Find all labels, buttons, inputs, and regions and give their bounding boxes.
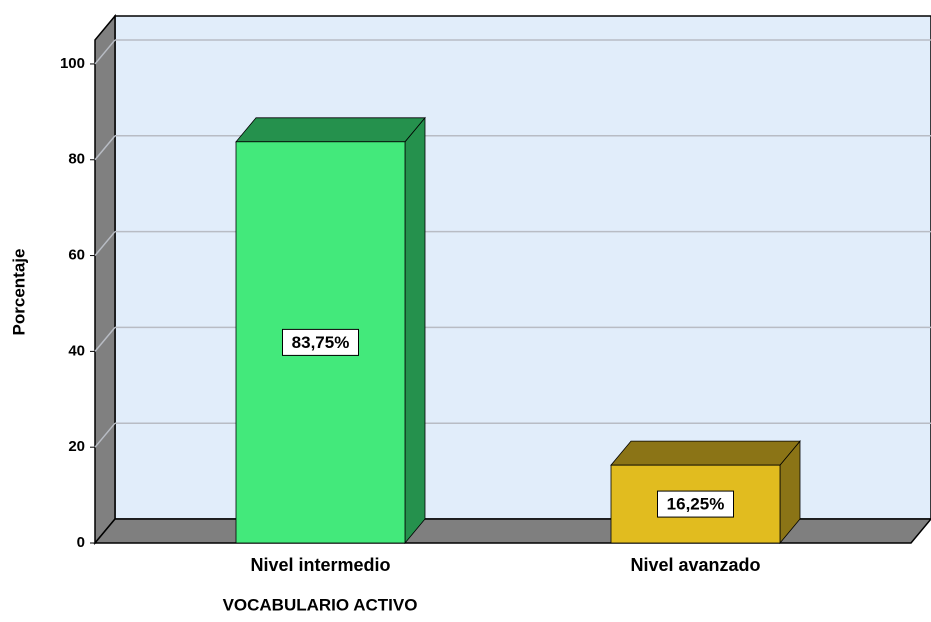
value-label: 83,75%	[292, 333, 350, 352]
value-label-box	[282, 328, 359, 356]
grid-line	[94, 422, 116, 448]
value-label: 16,25%	[667, 495, 725, 514]
y-tick-label: 40	[68, 342, 85, 359]
x-axis-label: VOCABULARIO ACTIVO	[223, 595, 418, 614]
x-tick-label: Nivel intermedio	[250, 555, 390, 575]
floor	[93, 518, 931, 544]
left-wall	[94, 13, 116, 546]
x-tick-label: Nivel avanzado	[630, 555, 760, 575]
y-axis-label: Porcentaje	[9, 249, 28, 336]
bar-side	[404, 116, 426, 545]
y-tick-label: 0	[77, 534, 85, 551]
bar-top	[235, 117, 426, 143]
grid-line	[94, 39, 116, 65]
y-tick-label: 100	[60, 55, 85, 72]
value-label-box	[657, 490, 734, 518]
y-tick-label: 20	[68, 438, 85, 455]
y-tick-label: 60	[68, 247, 85, 264]
grid-line	[94, 326, 116, 352]
y-tick-label: 80	[68, 151, 85, 168]
grid-line	[94, 135, 116, 161]
grid-line	[94, 231, 116, 257]
bar-top	[610, 440, 801, 466]
